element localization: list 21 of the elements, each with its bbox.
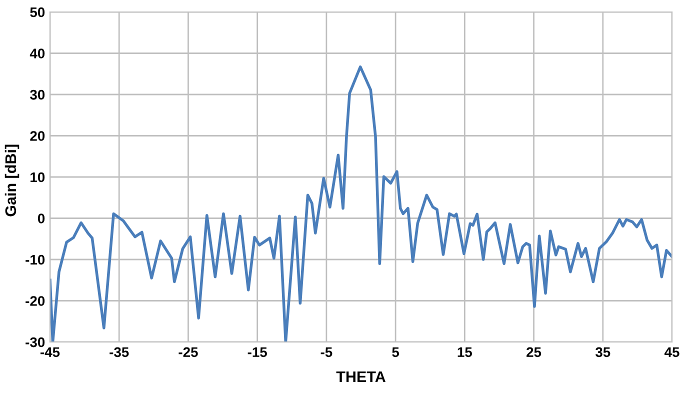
y-tick-label: 30	[30, 90, 45, 100]
x-tick-label: -45	[40, 347, 60, 358]
x-tick-label: -25	[178, 347, 198, 358]
y-tick-label: 50	[30, 7, 45, 18]
y-tick-label: 0	[38, 214, 45, 224]
y-tick-label: 10	[30, 172, 45, 182]
y-tick-label: -30	[26, 337, 45, 348]
x-tick-label: -15	[248, 347, 267, 358]
x-tick-label: 45	[664, 347, 680, 358]
y-axis-title: Gain [dBi]	[4, 144, 20, 216]
x-tick-label: 25	[526, 347, 542, 358]
y-tick-label: 40	[30, 48, 45, 58]
x-tick-label: -35	[110, 347, 129, 358]
y-tick-label: -20	[26, 296, 45, 306]
x-tick-label: -5	[320, 347, 332, 358]
x-tick-label: 35	[595, 347, 610, 358]
y-tick-label: 20	[30, 131, 45, 141]
y-tick-label: -10	[26, 254, 45, 265]
x-tick-label: 5	[392, 347, 400, 358]
x-tick-label: 15	[458, 347, 472, 358]
x-axis-title: THETA	[336, 371, 386, 382]
